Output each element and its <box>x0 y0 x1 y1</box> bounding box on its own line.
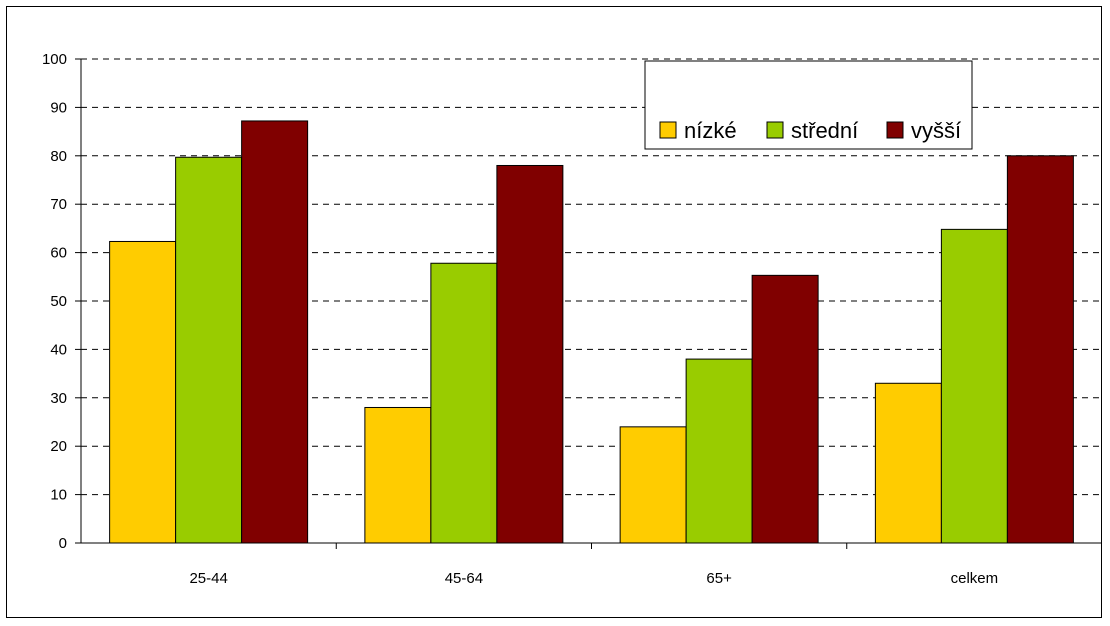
y-tick-label: 80 <box>50 148 67 165</box>
y-tick-label: 100 <box>42 51 67 68</box>
bar-3-4 <box>1006 155 1074 544</box>
legend-swatch <box>766 121 784 139</box>
bar-3-1 <box>241 120 309 544</box>
legend-swatch <box>659 121 677 139</box>
y-tick-label: 70 <box>50 196 67 213</box>
x-tick-label: 25-44 <box>189 570 227 587</box>
y-tick-label: 90 <box>50 99 67 116</box>
bar-2-2 <box>430 262 498 544</box>
bar-1-4 <box>874 382 942 544</box>
legend-label: střední <box>791 118 858 143</box>
x-tick-label: celkem <box>951 570 999 587</box>
bar-1-2 <box>364 406 432 544</box>
bar-3-2 <box>496 164 564 544</box>
y-tick-label: 60 <box>50 245 67 262</box>
legend-box <box>644 60 973 150</box>
x-axis-ticks: 25-44 45-64 65+ celkem <box>189 543 998 587</box>
legend-swatch <box>886 121 904 139</box>
y-tick-label: 30 <box>50 390 67 407</box>
y-tick-label: 0 <box>59 535 67 552</box>
y-tick-label: 20 <box>50 438 67 455</box>
bar-3-3 <box>751 274 819 544</box>
legend-label: vyšší <box>911 118 961 143</box>
legend: nízké střední vyšší <box>644 60 973 150</box>
bar-2-4 <box>940 228 1008 544</box>
y-tick-label: 10 <box>50 487 67 504</box>
y-axis-ticks: 0 10 20 30 40 50 60 70 80 90 100 <box>42 51 81 552</box>
y-tick-label: 50 <box>50 293 67 310</box>
bar-2-1 <box>175 156 243 544</box>
bars <box>109 120 1074 544</box>
bar-2-3 <box>685 358 753 544</box>
x-tick-label: 45-64 <box>445 570 483 587</box>
bar-1-3 <box>619 426 687 544</box>
y-tick-label: 40 <box>50 341 67 358</box>
x-tick-label: 65+ <box>706 570 732 587</box>
legend-label: nízké <box>684 118 737 143</box>
bar-1-1 <box>109 240 177 544</box>
